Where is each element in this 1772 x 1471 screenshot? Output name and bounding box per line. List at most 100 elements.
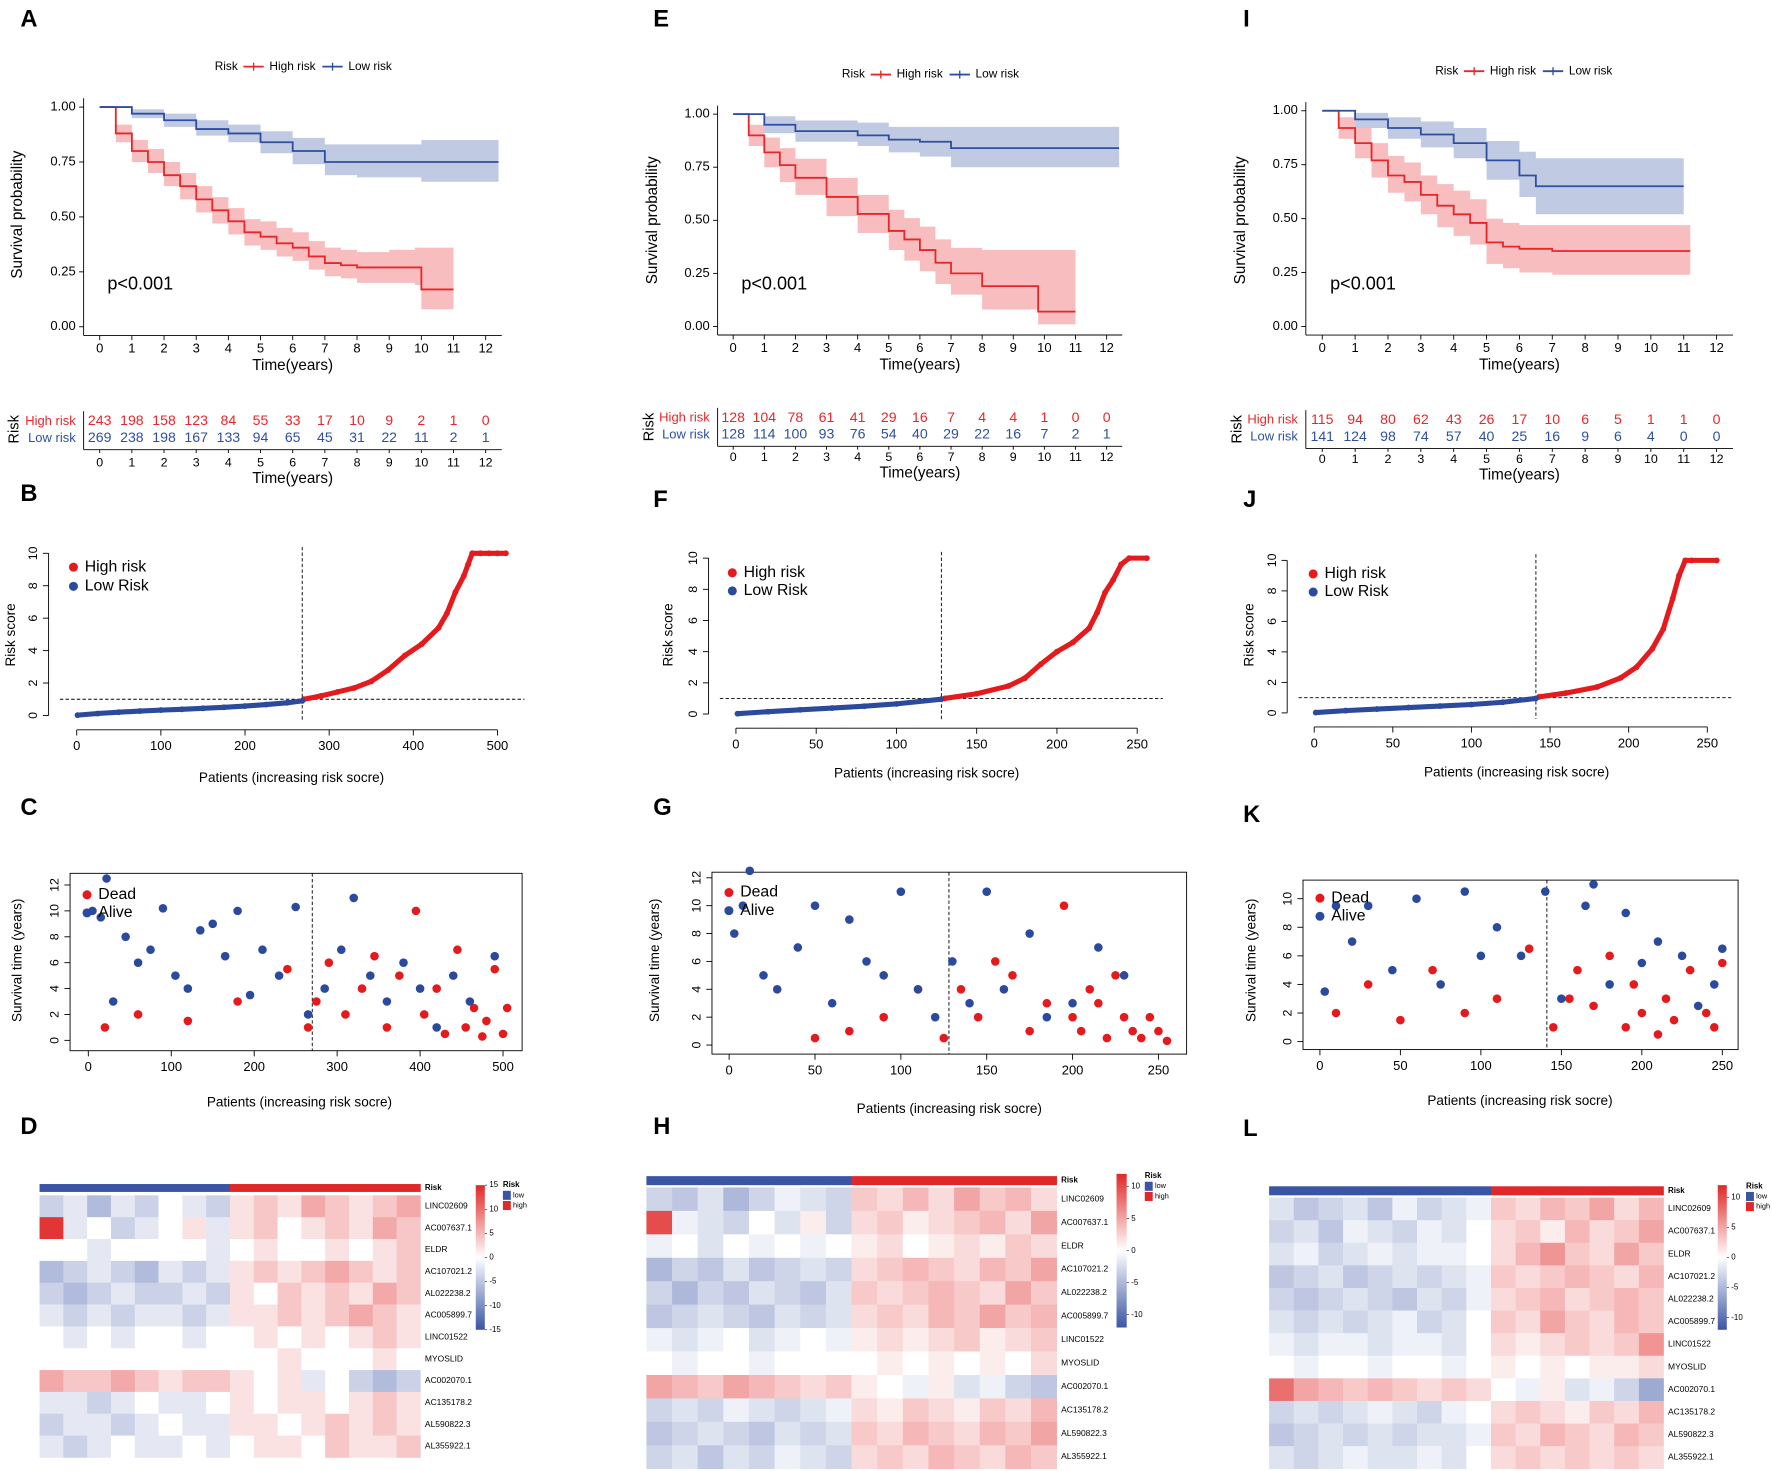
heat-cell	[697, 1351, 724, 1376]
x-tick-label: 10	[1644, 340, 1658, 355]
y-tick-label: 0.75	[684, 159, 709, 174]
heat-cell	[1614, 1197, 1640, 1221]
heat-cell	[1490, 1265, 1516, 1289]
y-tick-label: 8	[48, 933, 62, 940]
row-label: LINC01522	[1668, 1339, 1711, 1349]
point	[1042, 998, 1052, 1008]
heat-cell	[1005, 1187, 1032, 1212]
heat-cell	[229, 1348, 255, 1371]
heat-cell	[825, 1281, 852, 1305]
heat-cell	[877, 1210, 904, 1235]
legend-title: Risk	[503, 1180, 520, 1189]
risk-count: 22	[974, 426, 990, 442]
x-tick-label: 3	[1417, 340, 1424, 355]
heat-cell	[63, 1370, 88, 1393]
risk-count: 1	[1647, 411, 1655, 427]
risk-x-tick-label: 1	[1352, 452, 1359, 466]
point	[797, 706, 804, 713]
heat-cell	[229, 1391, 255, 1415]
risk-x-tick-label: 12	[1710, 452, 1724, 466]
point	[299, 697, 306, 704]
heat-cell	[1367, 1242, 1393, 1266]
point	[1110, 577, 1117, 583]
heat-cell	[825, 1187, 852, 1212]
panel-label: K	[1243, 802, 1260, 828]
heat-cell	[1466, 1197, 1492, 1221]
heat-cell	[902, 1374, 929, 1399]
heat-cell	[825, 1257, 852, 1282]
row-label: AL355922.1	[425, 1441, 471, 1451]
color-tick-label: 5	[1131, 1214, 1136, 1223]
x-tick-label: 300	[318, 738, 340, 753]
point	[1070, 639, 1076, 646]
y-tick-label: 0.75	[50, 153, 75, 168]
x-tick-label: 2	[792, 340, 799, 355]
risk-count: 98	[1380, 428, 1396, 444]
y-tick-label: 6	[690, 958, 704, 965]
score-curve	[942, 555, 1150, 701]
group-cell	[39, 1184, 64, 1192]
heat-cell	[134, 1413, 159, 1436]
point	[1661, 994, 1671, 1004]
heat-cell	[1417, 1400, 1442, 1424]
row-label: AC005899.7	[1061, 1311, 1108, 1321]
group-cell	[1392, 1186, 1418, 1196]
heat-cell	[697, 1421, 724, 1446]
heat-cell	[110, 1304, 136, 1327]
risk-count: 29	[943, 426, 959, 442]
y-tick-label: 0.25	[1273, 264, 1298, 279]
heat-cell	[774, 1374, 801, 1399]
point	[738, 901, 748, 910]
group-cell	[877, 1176, 904, 1186]
point	[1143, 555, 1150, 562]
heat-cell	[1564, 1197, 1590, 1221]
point	[930, 1012, 940, 1022]
heat-cell	[253, 1326, 278, 1349]
row-label: LINC02609	[425, 1200, 468, 1210]
y-tick-label: 2	[686, 679, 700, 686]
point	[1363, 901, 1373, 911]
risk-count: 45	[317, 429, 333, 445]
heat-cell	[697, 1445, 724, 1470]
heat-cell	[372, 1282, 397, 1305]
heat-cell	[723, 1398, 750, 1423]
y-tick-label: 2	[26, 679, 40, 686]
risk-count: 7	[1040, 426, 1048, 442]
point	[432, 1023, 441, 1032]
heat-cell	[902, 1281, 929, 1305]
x-tick-label: 200	[1618, 735, 1640, 750]
heat-cell	[1343, 1197, 1369, 1221]
risk-count: 0	[1072, 409, 1080, 425]
point	[94, 710, 101, 717]
heat-cell	[877, 1445, 904, 1470]
heat-cell	[1005, 1328, 1032, 1352]
legend-marker	[68, 562, 78, 572]
color-tick-label: 15	[489, 1180, 498, 1189]
point	[245, 990, 255, 1000]
p-value: p<0.001	[107, 273, 173, 293]
heat-cell	[1540, 1197, 1566, 1221]
legend-label: Dead	[1331, 889, 1369, 906]
heat-cell	[1589, 1378, 1615, 1402]
point	[341, 1010, 350, 1019]
point	[336, 945, 346, 955]
heat-cell	[1269, 1242, 1295, 1266]
x-tick-label: 150	[976, 1062, 998, 1077]
panel-label: D	[20, 1114, 37, 1140]
legend-title: Risk	[842, 67, 865, 81]
heat-cell	[1343, 1265, 1369, 1289]
heat-cell	[134, 1326, 159, 1349]
heat-cell	[1614, 1265, 1640, 1289]
heat-cell	[277, 1239, 302, 1262]
heat-cell	[277, 1391, 302, 1415]
heat-cell	[253, 1413, 278, 1436]
point	[1677, 951, 1687, 961]
heat-cell	[63, 1391, 88, 1415]
risk-count: 6	[1614, 428, 1622, 444]
heat-cell	[1466, 1333, 1492, 1357]
group-cell	[206, 1184, 231, 1192]
risk-count: 2	[450, 429, 458, 445]
heat-cell	[1318, 1287, 1344, 1311]
point	[1145, 1012, 1155, 1022]
